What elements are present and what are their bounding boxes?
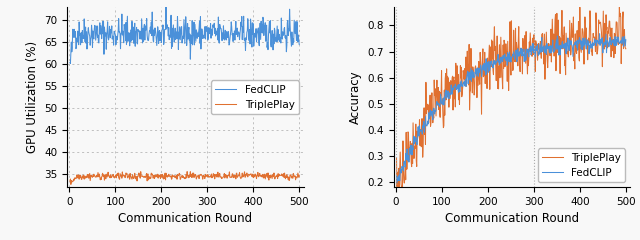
Y-axis label: GPU Utilization (%): GPU Utilization (%)	[26, 41, 38, 153]
TriplePlay	[204, 175, 211, 178]
FedCLIP	[176, 25, 184, 28]
FedCLIP	[618, 39, 625, 42]
TriplePlay	[177, 177, 184, 180]
TriplePlay	[582, 23, 589, 25]
FedCLIP	[255, 41, 262, 44]
TriplePlay	[618, 62, 625, 65]
FedCLIP	[393, 181, 401, 184]
Legend: FedCLIP, TriplePlay: FedCLIP, TriplePlay	[211, 80, 299, 114]
TriplePlay	[393, 157, 401, 160]
TriplePlay	[255, 174, 262, 177]
TriplePlay	[291, 175, 298, 178]
TriplePlay	[622, 47, 630, 50]
Line: FedCLIP: FedCLIP	[397, 34, 626, 183]
FedCLIP	[502, 59, 509, 62]
FedCLIP	[504, 64, 511, 67]
FedCLIP	[67, 62, 74, 65]
Line: TriplePlay: TriplePlay	[397, 7, 626, 187]
FedCLIP	[596, 32, 604, 35]
TriplePlay	[530, 53, 538, 56]
Legend: TriplePlay, FedCLIP: TriplePlay, FedCLIP	[538, 149, 625, 182]
FedCLIP	[191, 23, 199, 26]
TriplePlay	[517, 54, 525, 57]
TriplePlay	[183, 170, 191, 173]
FedCLIP	[581, 38, 589, 41]
TriplePlay	[393, 186, 401, 189]
FedCLIP	[296, 43, 303, 46]
FedCLIP	[66, 61, 74, 64]
Line: TriplePlay: TriplePlay	[70, 172, 300, 184]
X-axis label: Communication Round: Communication Round	[445, 212, 579, 225]
FedCLIP	[177, 28, 185, 31]
TriplePlay	[504, 80, 511, 83]
TriplePlay	[502, 42, 509, 45]
FedCLIP	[291, 25, 298, 28]
FedCLIP	[517, 47, 525, 49]
Line: FedCLIP: FedCLIP	[70, 3, 300, 63]
FedCLIP	[622, 38, 630, 41]
FedCLIP	[162, 2, 170, 5]
FedCLIP	[530, 42, 538, 45]
FedCLIP	[393, 174, 401, 177]
TriplePlay	[296, 174, 303, 177]
FedCLIP	[204, 27, 211, 30]
TriplePlay	[191, 174, 199, 177]
TriplePlay	[576, 6, 584, 9]
X-axis label: Communication Round: Communication Round	[118, 212, 253, 225]
TriplePlay	[67, 183, 75, 186]
TriplePlay	[175, 172, 183, 175]
Y-axis label: Accuracy: Accuracy	[349, 70, 362, 124]
TriplePlay	[66, 180, 74, 183]
